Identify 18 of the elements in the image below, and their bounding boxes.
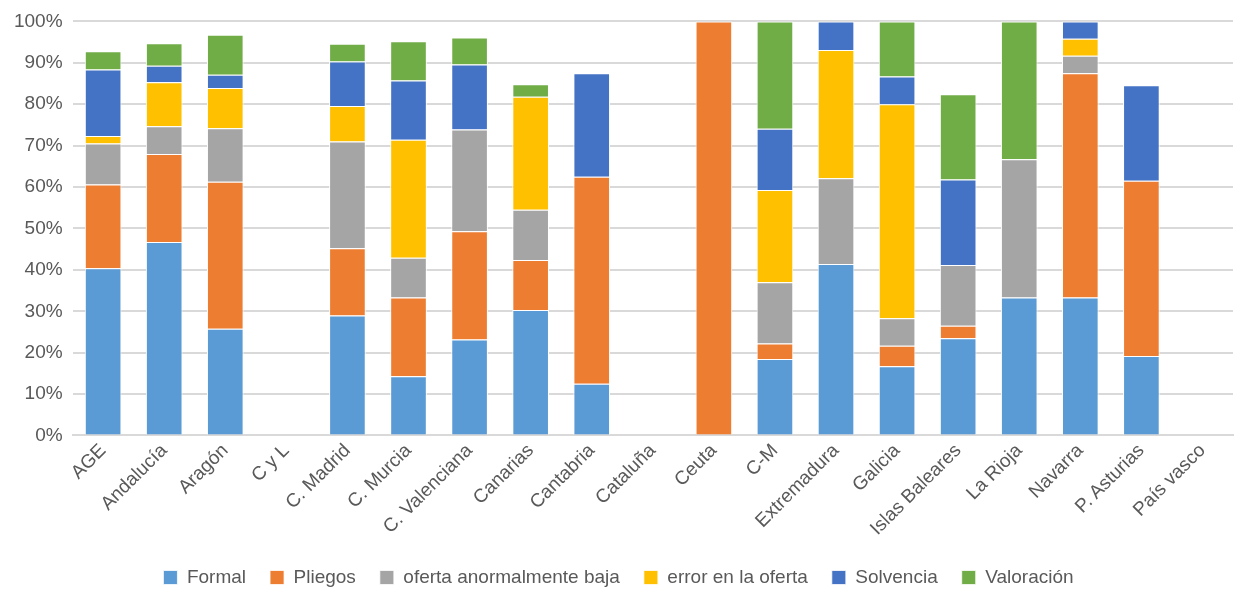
y-tick-label: 20% [24, 340, 63, 362]
legend-label: error en la oferta [667, 565, 809, 587]
y-tick-label: 40% [24, 258, 63, 280]
legend-label: Solvencia [855, 565, 939, 587]
y-tick-label: 60% [24, 175, 63, 197]
legend-label: Valoración [985, 565, 1074, 587]
x-tick-label: C y L [246, 439, 293, 486]
y-tick-label: 100% [13, 9, 63, 31]
y-tick-label: 50% [24, 216, 63, 238]
y-tick-label: 70% [24, 133, 63, 155]
y-tick-label: 90% [24, 51, 63, 73]
y-tick-label: 10% [24, 382, 63, 404]
y-tick-label: 30% [24, 299, 63, 321]
legend-label: Formal [186, 565, 247, 587]
y-tick-label: 0% [35, 423, 63, 445]
legend-label: oferta anormalmente baja [403, 565, 621, 587]
legend-label: Pliegos [293, 565, 356, 587]
y-tick-label: 80% [24, 92, 63, 114]
